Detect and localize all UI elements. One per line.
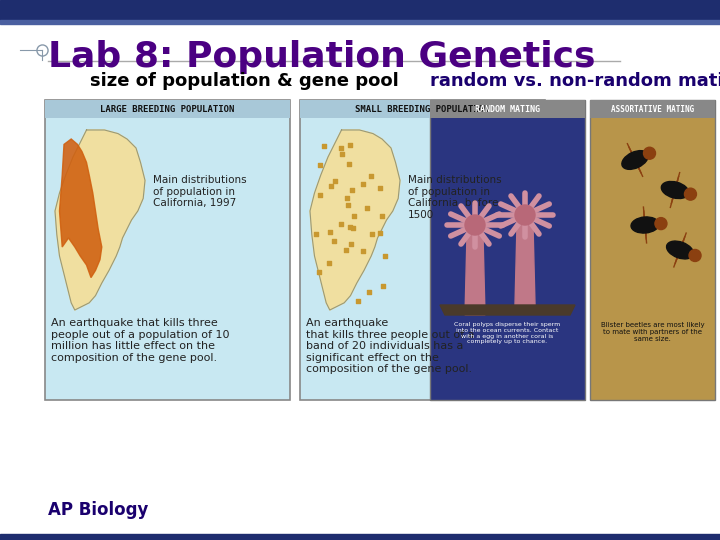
- Point: [335, 220, 346, 229]
- Point: [344, 140, 356, 149]
- Point: [343, 201, 354, 210]
- Text: Main distributions
of population in
California, before
1500: Main distributions of population in Cali…: [408, 175, 502, 220]
- Bar: [0, 20, 720, 24]
- Point: [361, 204, 372, 213]
- Text: An earthquake that kills three
people out of a population of 10
million has litt: An earthquake that kills three people ou…: [51, 318, 230, 363]
- Point: [352, 296, 364, 305]
- Bar: [590, 100, 715, 118]
- Polygon shape: [465, 235, 485, 315]
- Point: [341, 246, 352, 254]
- Point: [377, 282, 389, 291]
- Text: RANDOM MATING: RANDOM MATING: [475, 105, 540, 113]
- Point: [341, 194, 353, 202]
- Point: [363, 288, 374, 296]
- Polygon shape: [60, 139, 102, 278]
- Ellipse shape: [622, 151, 648, 170]
- Text: Coral polyps disperse their sperm
into the ocean currents. Contact
with a egg in: Coral polyps disperse their sperm into t…: [454, 322, 561, 345]
- Circle shape: [515, 205, 535, 225]
- Point: [318, 142, 330, 151]
- Polygon shape: [440, 305, 575, 315]
- Point: [328, 237, 340, 245]
- Text: Blister beetles are most likely
to mate with partners of the
same size.: Blister beetles are most likely to mate …: [600, 322, 704, 342]
- Point: [313, 267, 325, 276]
- Point: [348, 212, 360, 220]
- Bar: [430, 100, 585, 118]
- Bar: [300, 100, 545, 118]
- Bar: [430, 100, 585, 400]
- Point: [310, 230, 322, 238]
- Circle shape: [655, 218, 667, 230]
- Point: [376, 212, 387, 221]
- Text: An earthquake
that kills three people out of a
band of 20 individuals has a
sign: An earthquake that kills three people ou…: [306, 318, 474, 374]
- Point: [314, 190, 325, 199]
- Circle shape: [689, 249, 701, 261]
- Circle shape: [644, 147, 655, 159]
- Text: SMALL BREEDING POPULATION: SMALL BREEDING POPULATION: [355, 105, 490, 113]
- Text: LARGE BREEDING POPULATION: LARGE BREEDING POPULATION: [100, 105, 235, 113]
- Text: size of population & gene pool: size of population & gene pool: [90, 72, 399, 90]
- Point: [345, 222, 356, 231]
- Point: [366, 230, 378, 239]
- Bar: [45, 100, 290, 118]
- Point: [358, 180, 369, 189]
- Point: [323, 259, 335, 267]
- Point: [314, 161, 325, 170]
- Point: [346, 186, 358, 195]
- Bar: [45, 100, 290, 400]
- Text: ASSORTATIVE MATING: ASSORTATIVE MATING: [611, 105, 694, 113]
- Point: [374, 228, 386, 237]
- Ellipse shape: [631, 217, 659, 233]
- Point: [324, 227, 336, 236]
- Point: [348, 224, 359, 232]
- Point: [336, 150, 348, 158]
- Text: Lab 8: Population Genetics: Lab 8: Population Genetics: [48, 40, 595, 74]
- Point: [325, 182, 337, 191]
- Bar: [0, 534, 720, 540]
- Ellipse shape: [661, 181, 689, 199]
- Point: [343, 159, 355, 168]
- Polygon shape: [55, 130, 145, 310]
- Bar: [300, 100, 545, 400]
- Text: Main distributions
of population in
California, 1997: Main distributions of population in Cali…: [153, 175, 247, 208]
- Point: [330, 177, 341, 185]
- Polygon shape: [515, 225, 535, 305]
- Circle shape: [465, 215, 485, 235]
- Point: [345, 240, 356, 248]
- Text: random vs. non-random mating: random vs. non-random mating: [430, 72, 720, 90]
- Point: [374, 184, 386, 193]
- Ellipse shape: [667, 241, 693, 259]
- Point: [357, 247, 369, 255]
- Circle shape: [685, 188, 696, 200]
- Point: [365, 172, 377, 181]
- Bar: [590, 100, 715, 400]
- Bar: [0, 0, 720, 20]
- Point: [336, 144, 347, 152]
- Point: [379, 252, 391, 261]
- Text: AP Biology: AP Biology: [48, 501, 148, 519]
- Polygon shape: [310, 130, 400, 310]
